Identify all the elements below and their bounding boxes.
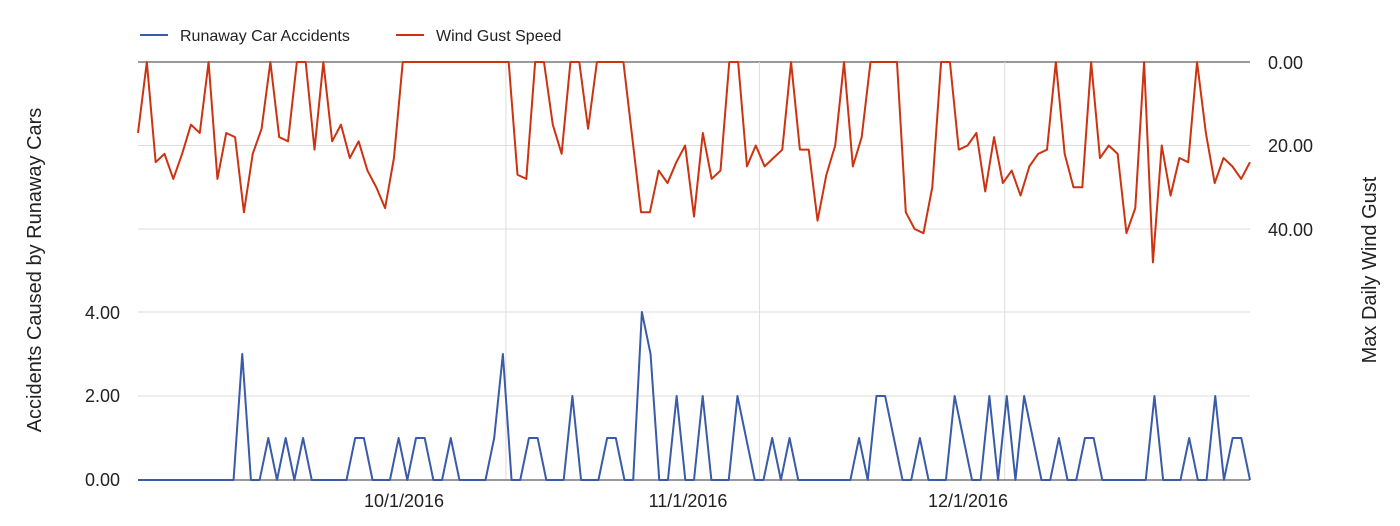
x-tick-label-oct: 10/1/2016 (364, 491, 444, 511)
legend-label-wind: Wind Gust Speed (436, 28, 561, 45)
series-layer (137, 61, 1251, 481)
left-tick-label-0: 0.00 (85, 470, 120, 490)
legend: Runaway Car Accidents Wind Gust Speed (140, 28, 561, 45)
series-line-wind-gust-speed (137, 61, 1251, 264)
legend-label-accidents: Runaway Car Accidents (180, 28, 350, 45)
x-tick-label-dec: 12/1/2016 (928, 491, 1008, 511)
x-axis-ticks: 10/1/2016 11/1/2016 12/1/2016 (364, 491, 1008, 511)
right-tick-label-40: 40.00 (1268, 220, 1313, 240)
right-tick-label-0: 0.00 (1268, 53, 1303, 73)
series-line-runaway-car-accidents (138, 311, 1251, 481)
x-tick-label-nov: 11/1/2016 (649, 491, 728, 511)
grid-layer (138, 61, 1250, 481)
right-axis-title: Max Daily Wind Gust (1359, 176, 1381, 363)
left-tick-label-2: 2.00 (85, 386, 120, 406)
left-axis-title: Accidents Caused by Runaway Cars (24, 108, 46, 433)
left-axis-ticks: 4.00 2.00 0.00 (85, 303, 120, 490)
left-tick-label-4: 4.00 (85, 303, 120, 323)
right-tick-label-20: 20.00 (1268, 136, 1313, 156)
right-axis-ticks: 0.00 20.00 40.00 (1268, 53, 1313, 240)
